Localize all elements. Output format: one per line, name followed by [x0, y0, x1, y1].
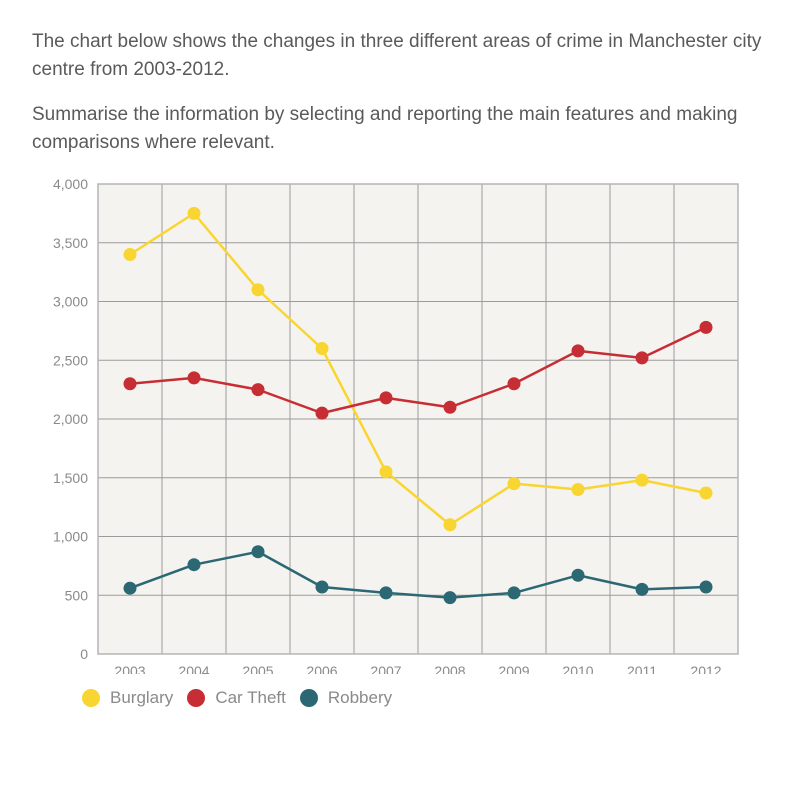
series-point-robbery [252, 545, 265, 558]
legend-swatch [300, 689, 318, 707]
series-point-burglary [444, 518, 457, 531]
series-point-burglary [252, 283, 265, 296]
series-point-car-theft [572, 345, 585, 358]
legend-item-robbery: Robbery [300, 688, 392, 708]
series-point-robbery [188, 558, 201, 571]
description-paragraph-1: The chart below shows the changes in thr… [32, 28, 768, 83]
series-point-robbery [316, 581, 329, 594]
series-point-car-theft [444, 401, 457, 414]
legend-item-burglary: Burglary [82, 688, 173, 708]
series-point-burglary [380, 466, 393, 479]
y-axis-label: 3,500 [53, 235, 88, 251]
series-point-burglary [700, 487, 713, 500]
chart-svg: 0 500 1,000 1,500 2,000 2,500 3,000 3,500 4,000 2… [28, 174, 768, 674]
x-axis-label: 2011 [627, 663, 657, 674]
y-axis-label: 1,000 [53, 529, 88, 545]
x-axis-label: 2003 [114, 663, 145, 674]
series-point-robbery [444, 591, 457, 604]
x-axis-label: 2004 [178, 663, 209, 674]
legend-item-car-theft: Car Theft [187, 688, 286, 708]
series-point-robbery [508, 587, 521, 600]
series-point-robbery [636, 583, 649, 596]
y-axis-label: 4,000 [53, 176, 88, 192]
series-point-car-theft [700, 321, 713, 334]
crime-line-chart: 0 500 1,000 1,500 2,000 2,500 3,000 3,500 4,000 2… [28, 174, 768, 674]
chart-legend: Burglary Car Theft Robbery [82, 688, 768, 708]
y-axis-label: 500 [65, 587, 89, 603]
series-point-car-theft [380, 392, 393, 405]
x-axis-label: 2012 [690, 663, 721, 674]
series-point-robbery [572, 569, 585, 582]
x-axis-label: 2007 [370, 663, 401, 674]
series-point-burglary [124, 248, 137, 261]
series-point-car-theft [508, 377, 521, 390]
legend-label: Robbery [328, 688, 392, 708]
series-point-car-theft [188, 372, 201, 385]
y-axis-label: 1,500 [53, 470, 88, 486]
legend-swatch [187, 689, 205, 707]
series-point-robbery [380, 587, 393, 600]
series-point-burglary [636, 474, 649, 487]
legend-swatch [82, 689, 100, 707]
y-axis-label: 3,000 [53, 294, 88, 310]
x-axis-label: 2005 [242, 663, 273, 674]
series-point-car-theft [636, 352, 649, 365]
series-point-burglary [572, 483, 585, 496]
series-point-car-theft [124, 377, 137, 390]
x-axis-label: 2009 [498, 663, 529, 674]
x-axis-label: 2008 [434, 663, 465, 674]
y-axis-label: 0 [80, 646, 88, 662]
y-axis-label: 2,000 [53, 411, 88, 427]
series-point-car-theft [316, 407, 329, 420]
x-axis-label: 2006 [306, 663, 337, 674]
series-point-burglary [188, 207, 201, 220]
series-point-robbery [700, 581, 713, 594]
series-point-robbery [124, 582, 137, 595]
y-axis-label: 2,500 [53, 352, 88, 368]
series-point-burglary [316, 342, 329, 355]
series-point-burglary [508, 477, 521, 490]
legend-label: Car Theft [215, 688, 286, 708]
description-paragraph-2: Summarise the information by selecting a… [32, 101, 768, 156]
legend-label: Burglary [110, 688, 173, 708]
task-description: The chart below shows the changes in thr… [32, 28, 768, 156]
page: The chart below shows the changes in thr… [0, 0, 800, 800]
x-axis-label: 2010 [562, 663, 593, 674]
series-point-car-theft [252, 383, 265, 396]
